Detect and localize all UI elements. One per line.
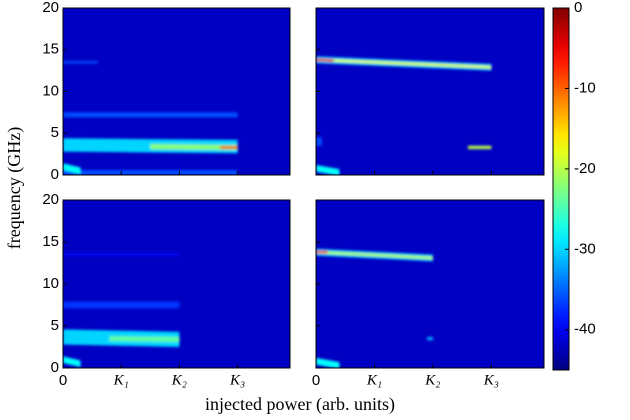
traces: [316, 248, 433, 368]
spectral-trace: [468, 145, 492, 150]
spectral-trace: [316, 250, 433, 260]
y-axis-label: frequency (GHz): [4, 127, 25, 249]
spectral-trace: [316, 164, 340, 175]
spectral-trace: [220, 146, 238, 149]
colorbar-tick-label: -30: [574, 240, 596, 257]
y-tick-label: 20: [42, 191, 59, 208]
x-tick-label: 0: [59, 372, 67, 389]
traces: [316, 56, 492, 175]
y-tick-label: 10: [42, 275, 59, 292]
colorbar-tick-label: -10: [574, 79, 596, 96]
spectral-trace: [316, 58, 492, 69]
spectral-trace: [63, 61, 98, 64]
x-tick-label: K₁: [113, 372, 129, 388]
panel: [63, 8, 290, 175]
spectral-trace: [63, 163, 81, 175]
panel: [316, 8, 544, 175]
traces: [63, 61, 238, 175]
x-tick-label: K₃: [483, 372, 499, 388]
panel: [63, 200, 290, 368]
y-tick-label: 15: [42, 41, 59, 58]
spectral-trace: [316, 58, 334, 62]
y-tick-label: 5: [51, 124, 59, 141]
spectral-trace: [150, 144, 238, 150]
spectral-trace: [63, 112, 238, 118]
x-tick-label: 0: [312, 372, 320, 389]
colorbar: [552, 7, 570, 371]
y-tick-label: 10: [42, 82, 59, 99]
panel: [316, 200, 544, 368]
colorbar-tick-label: -40: [574, 321, 596, 338]
colorbar-tick-label: -20: [574, 160, 596, 177]
y-tick-label: 20: [42, 0, 59, 16]
heatmap-background: [316, 8, 544, 175]
y-tick-label: 0: [51, 166, 59, 183]
y-tick-label: 5: [51, 317, 59, 334]
spectral-trace: [316, 137, 322, 146]
spectral-trace: [63, 301, 180, 309]
x-tick-label: K₃: [229, 372, 245, 388]
x-tick-label: K₁: [366, 372, 382, 388]
spectral-trace: [63, 253, 180, 256]
traces: [63, 253, 180, 368]
colorbar-tick-label: 0: [574, 0, 582, 16]
y-tick-label: 15: [42, 233, 59, 250]
x-tick-label: K₂: [171, 372, 187, 388]
spectral-trace: [109, 336, 180, 342]
spectral-trace: [63, 356, 81, 368]
spectral-trace: [427, 336, 433, 341]
x-tick-label: K₂: [424, 372, 440, 388]
spectral-trace: [316, 250, 328, 254]
heatmap-background: [316, 200, 544, 368]
x-axis-label: injected power (arb. units): [205, 394, 395, 415]
spectral-trace: [63, 169, 238, 175]
spectral-trace: [316, 357, 340, 368]
y-tick-label: 0: [51, 359, 59, 376]
